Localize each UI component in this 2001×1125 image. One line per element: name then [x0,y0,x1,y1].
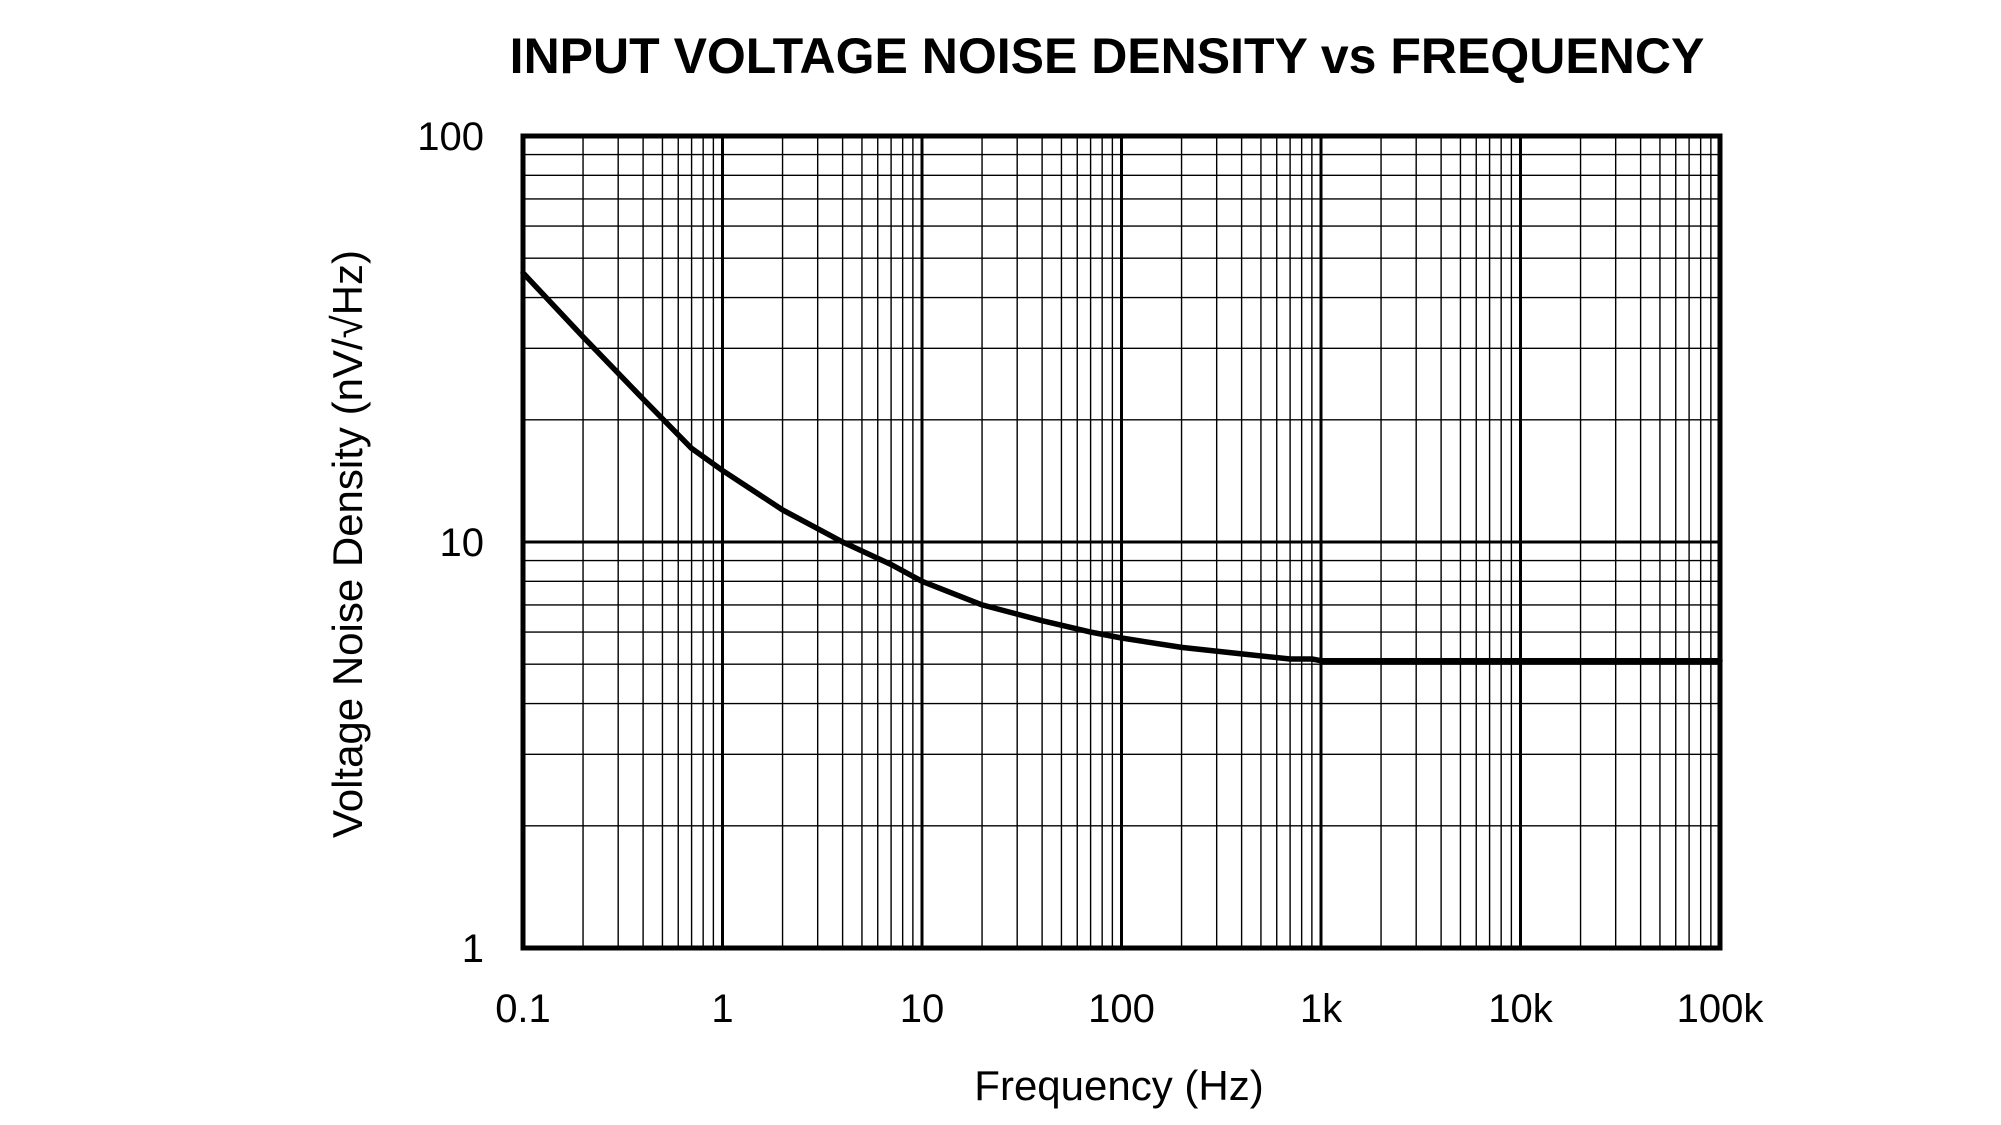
x-tick-label: 100k [1677,987,1765,1031]
x-tick-labels: 0.1 1 10 100 1k 10k 100k [495,987,1764,1031]
y-axis-label: Voltage Noise Density (nV/√Hz) [324,250,371,838]
series-layer [520,270,1723,664]
x-axis-label: Frequency (Hz) [974,1062,1263,1109]
y-tick-label: 100 [417,115,484,159]
chart-title: INPUT VOLTAGE NOISE DENSITY vs FREQUENCY [510,28,1705,84]
y-tick-label: 1 [462,927,484,971]
x-tick-label: 10 [900,987,945,1031]
noise-density-series-line [520,270,1723,664]
plot-frame [520,133,1723,951]
x-tick-label: 100 [1088,987,1155,1031]
x-tick-label: 1k [1300,987,1343,1031]
y-tick-labels: 1 10 100 [417,115,484,971]
x-tick-label: 10k [1488,987,1553,1031]
y-tick-label: 10 [440,521,485,565]
x-tick-label: 0.1 [495,987,551,1031]
x-tick-label: 1 [711,987,733,1031]
